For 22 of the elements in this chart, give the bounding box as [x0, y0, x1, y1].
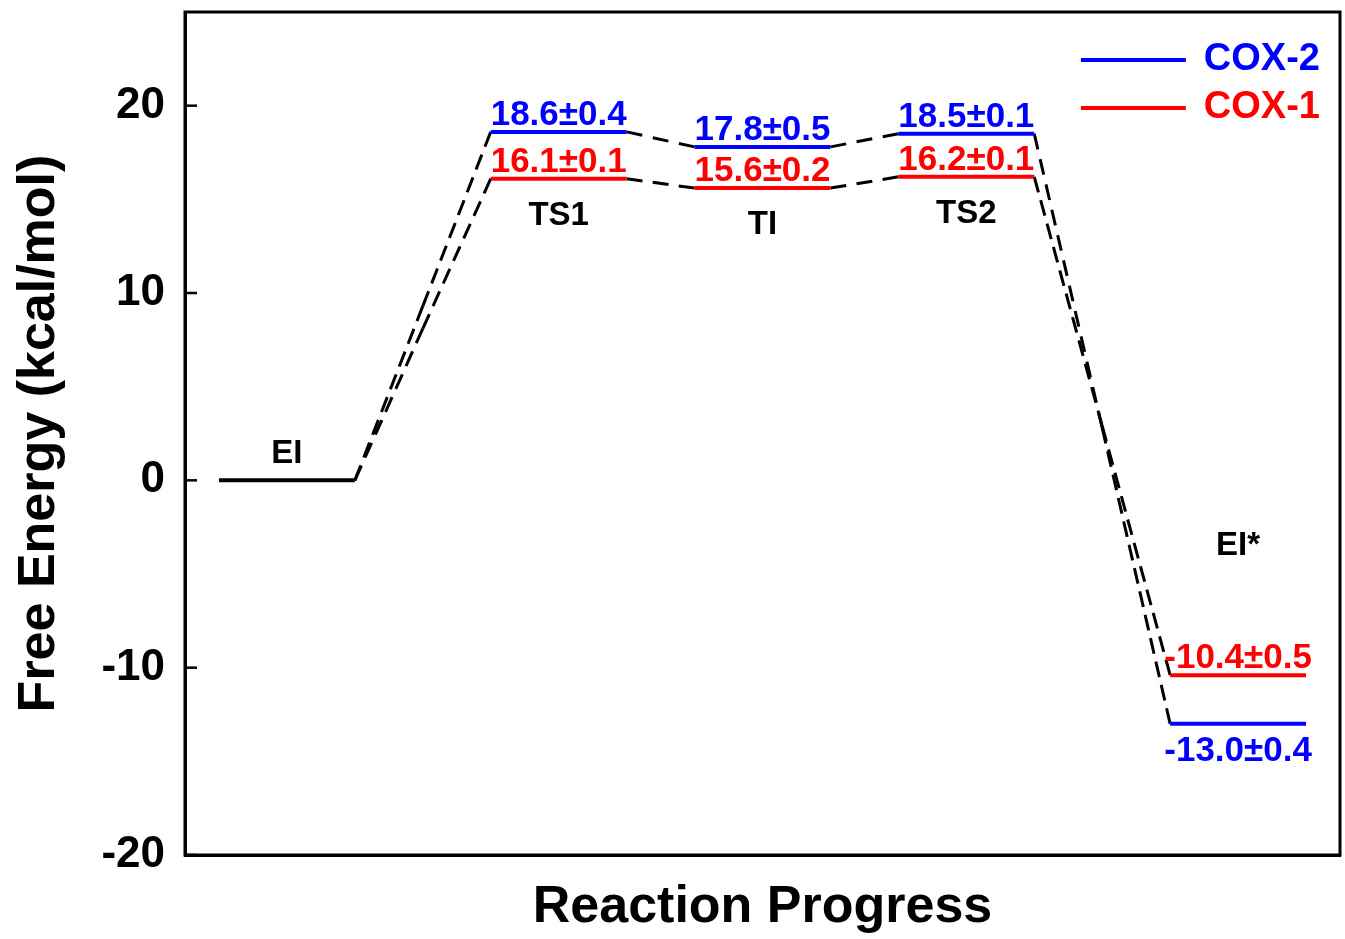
annotation: TS1 [528, 194, 589, 232]
data-label: 18.5±0.1 [898, 94, 1035, 134]
data-label: 16.2±0.1 [898, 137, 1035, 177]
data-label: 15.6±0.2 [694, 149, 831, 189]
data-label: 18.6±0.4 [490, 92, 628, 132]
data-label: 17.8±0.5 [694, 107, 831, 147]
annotation: TI [747, 204, 778, 242]
legend-label: COX-1 [1203, 84, 1321, 127]
legend-label: COX-2 [1203, 36, 1321, 79]
data-label: -13.0±0.4 [1164, 729, 1313, 769]
annotation: EI [271, 432, 303, 470]
data-label: -10.4±0.5 [1164, 636, 1312, 676]
y-tick-label: 0 [140, 452, 165, 502]
x-axis-title: Reaction Progress [532, 875, 993, 934]
y-tick-label: -10 [101, 639, 165, 689]
annotation: TS2 [936, 192, 997, 230]
y-tick-label: 20 [116, 77, 165, 127]
y-axis-title: Free Energy (kcal/mol) [6, 154, 65, 713]
y-tick-label: 10 [116, 265, 165, 315]
y-tick-label: -20 [101, 827, 165, 877]
data-label: 16.1±0.1 [490, 139, 627, 179]
annotation: EI* [1216, 525, 1261, 563]
